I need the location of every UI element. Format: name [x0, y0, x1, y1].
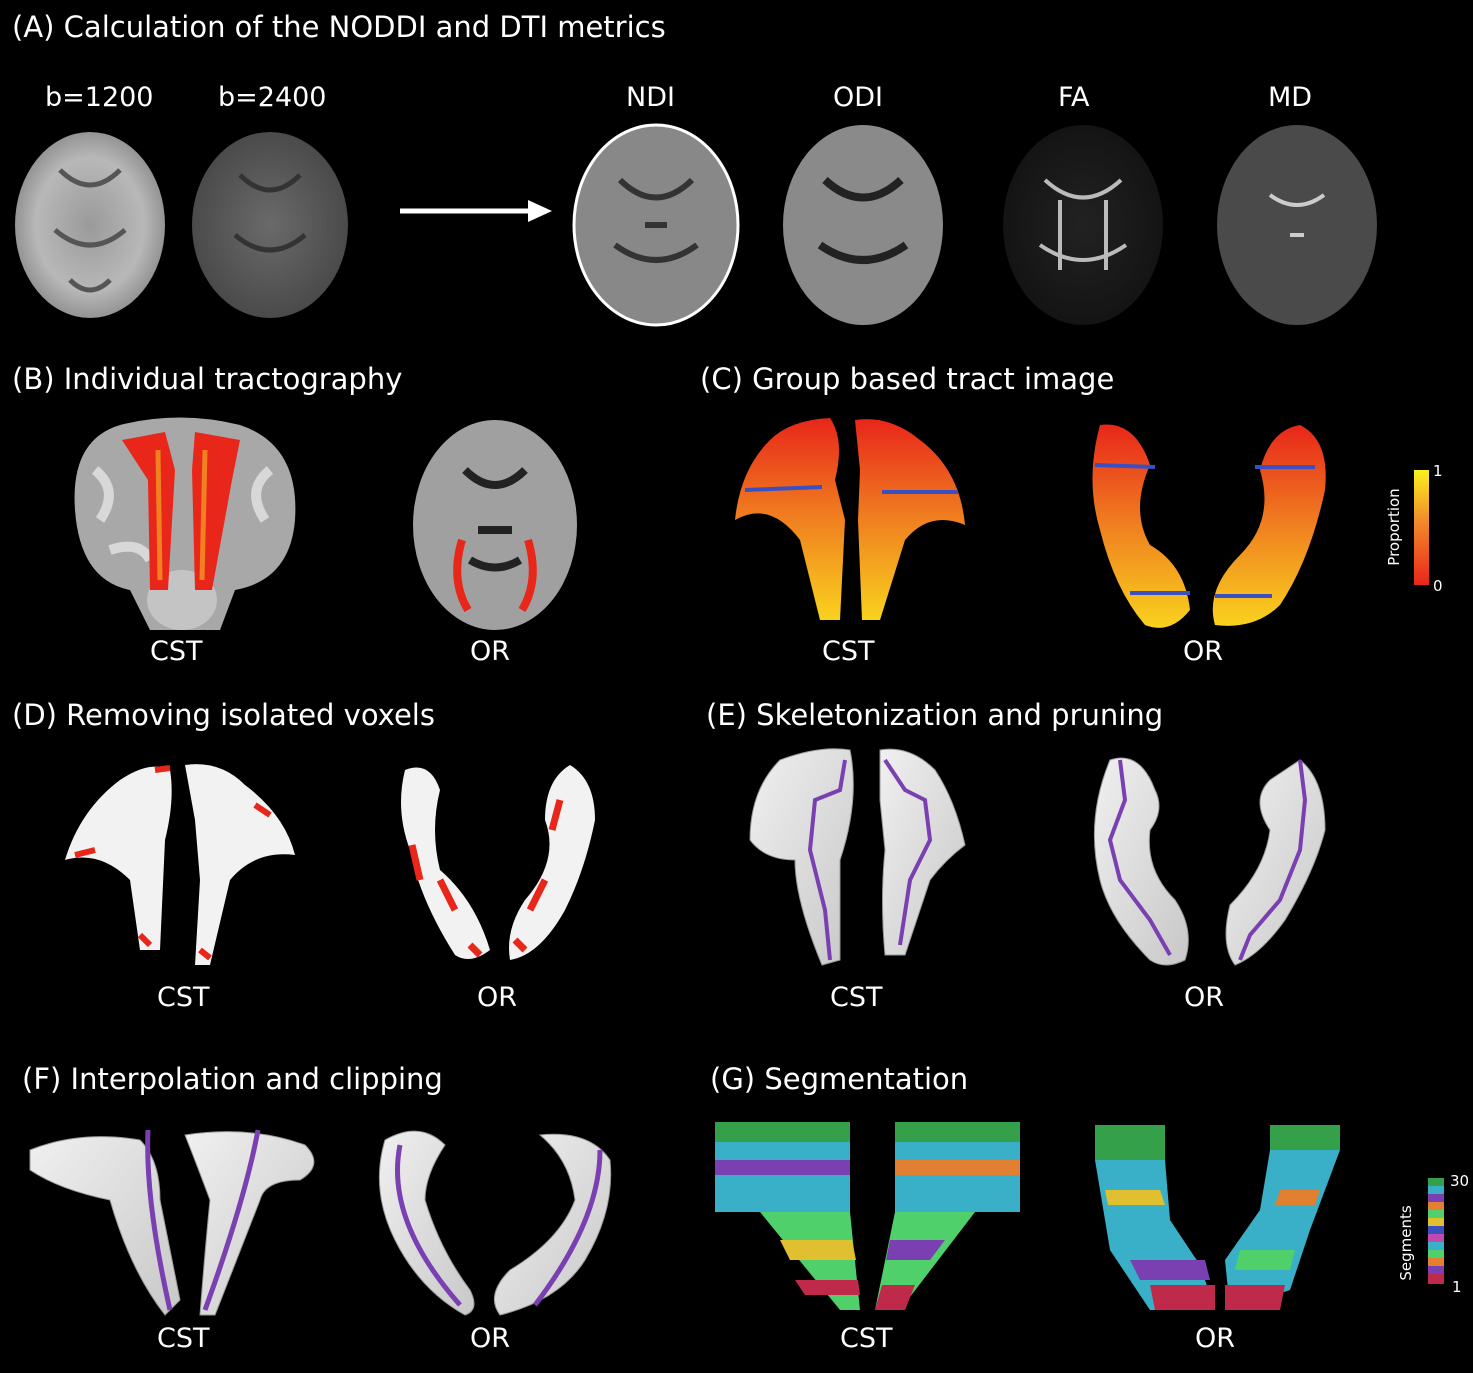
brain-coronal-cst	[75, 418, 296, 631]
segmented-cst-image	[715, 1122, 1020, 1310]
interpolated-cst-surface	[30, 1130, 314, 1315]
group-or-image	[1093, 425, 1326, 628]
skeleton-cst-surface	[750, 749, 965, 965]
brain-b1200	[15, 132, 165, 318]
arrow-right	[400, 200, 552, 222]
segments-colorbar	[1428, 1178, 1444, 1284]
interpolated-or-surface	[379, 1131, 610, 1315]
proportion-colorbar	[1414, 470, 1429, 585]
brain-ndi	[574, 125, 738, 325]
group-cst-image	[735, 418, 965, 620]
cleaned-or-image	[401, 765, 595, 960]
brain-md	[1217, 125, 1377, 325]
cleaned-cst-image	[65, 764, 295, 965]
brain-fa	[1003, 125, 1163, 325]
brain-b2400	[192, 132, 348, 318]
segmented-or-image	[1095, 1125, 1340, 1310]
skeleton-or-surface	[1094, 758, 1325, 965]
brain-odi	[783, 125, 943, 325]
brain-axial-or	[413, 420, 577, 630]
